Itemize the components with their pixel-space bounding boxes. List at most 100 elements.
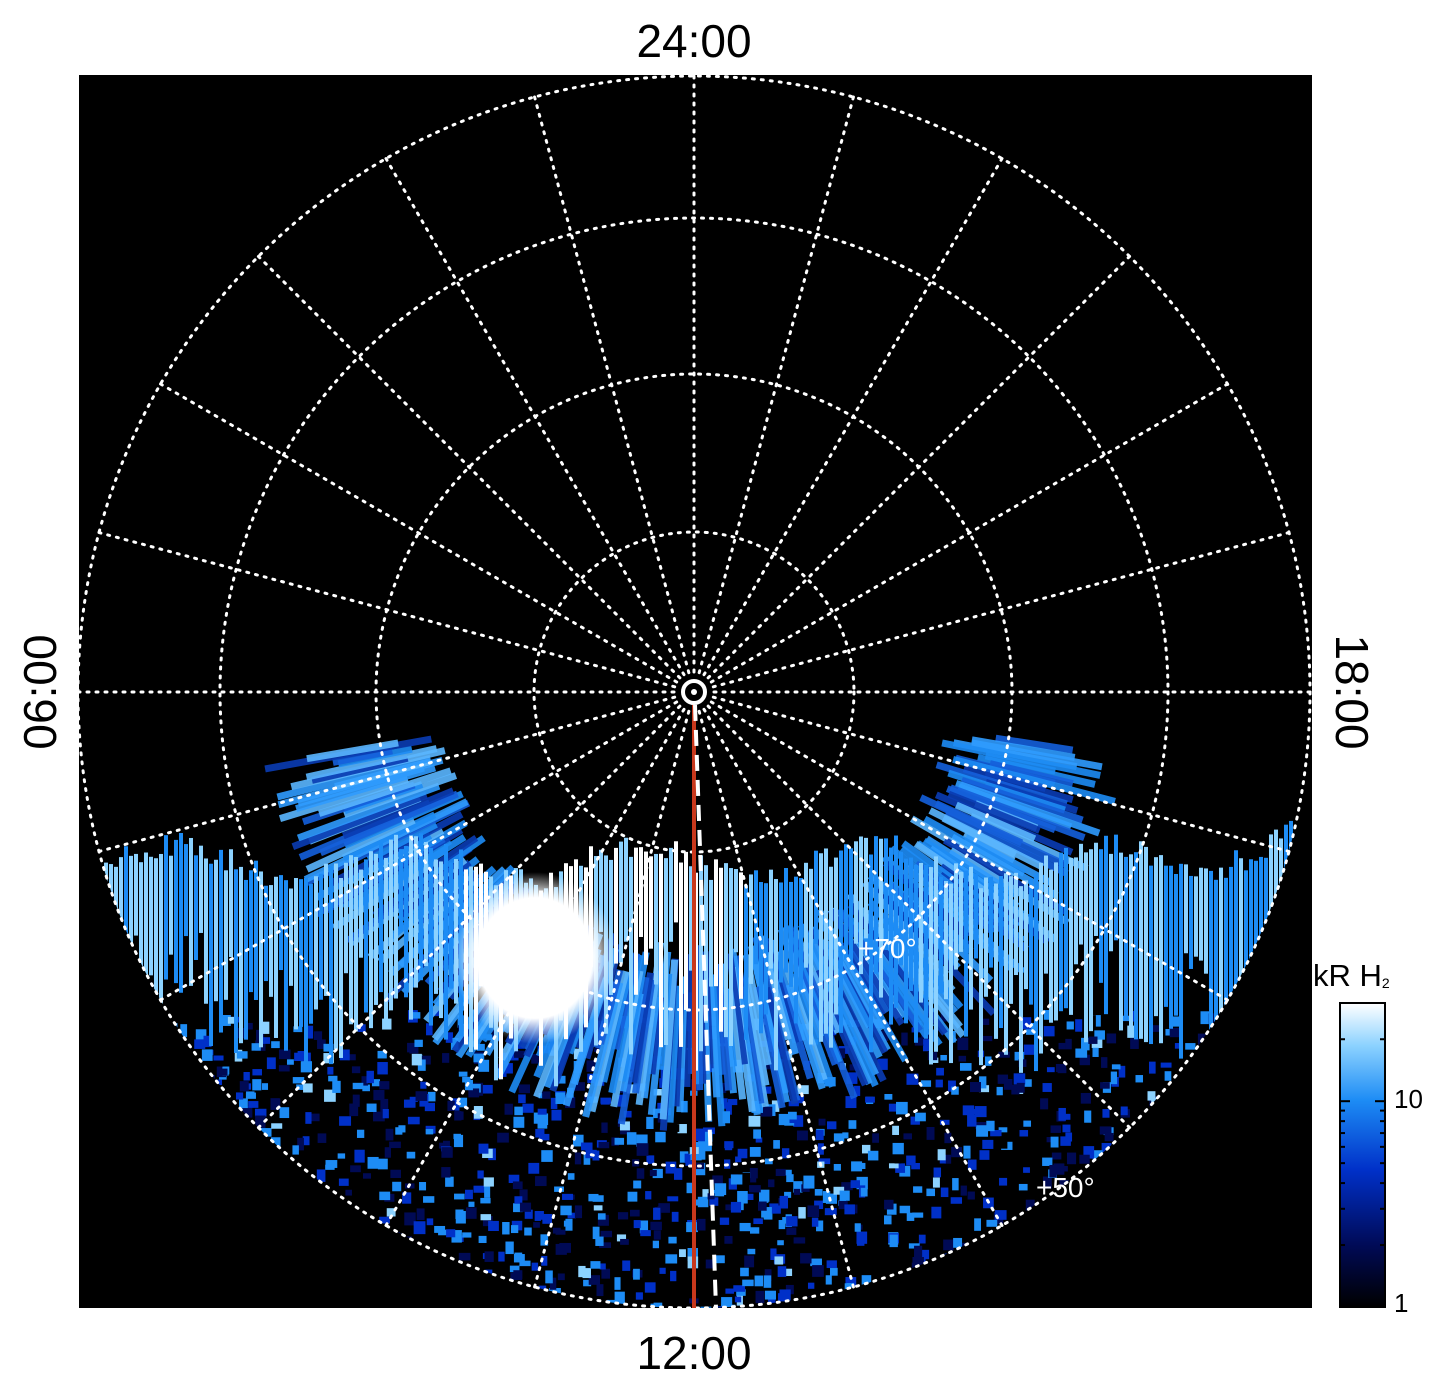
band-streak	[683, 954, 693, 1087]
noise-pixel	[239, 1081, 249, 1092]
noise-pixel	[614, 1277, 621, 1290]
noise-pixel	[856, 1176, 868, 1190]
noise-pixel	[412, 1012, 421, 1019]
noise-pixel	[509, 1265, 520, 1273]
noise-pixel	[588, 1275, 601, 1285]
bright-spot	[453, 872, 617, 1044]
vertical-streak	[1239, 858, 1243, 1025]
noise-pixel	[377, 1050, 387, 1059]
noise-pixel	[940, 1054, 947, 1061]
noise-pixel	[951, 1147, 962, 1158]
noise-pixel	[967, 1114, 977, 1127]
vertical-streak	[284, 880, 288, 1051]
noise-pixel	[387, 1095, 397, 1107]
noise-pixel	[906, 1212, 915, 1221]
noise-pixel	[309, 1113, 320, 1122]
noise-pixel	[1088, 1036, 1098, 1044]
noise-pixel	[423, 1196, 435, 1203]
vertical-streak	[959, 871, 963, 952]
noise-pixel	[653, 1088, 662, 1096]
vertical-streak	[274, 876, 278, 1038]
noise-pixel	[550, 1097, 558, 1109]
noise-pixel	[497, 1132, 509, 1143]
noise-pixel	[730, 1201, 742, 1213]
noise-pixel	[518, 1084, 531, 1094]
noise-pixel	[633, 1220, 641, 1229]
vertical-streak	[929, 867, 933, 1065]
noise-pixel	[358, 1024, 366, 1033]
noise-pixel	[796, 1130, 808, 1141]
vertical-streak	[649, 856, 653, 949]
noise-pixel	[380, 1098, 389, 1112]
noise-pixel	[317, 1039, 326, 1049]
noise-pixel	[958, 1223, 968, 1230]
noise-pixel	[325, 1164, 335, 1170]
noise-pixel	[323, 1043, 334, 1052]
noise-pixel	[861, 1144, 871, 1154]
vertical-streak	[1089, 849, 1093, 1032]
noise-pixel	[555, 1075, 566, 1084]
noise-pixel	[453, 1133, 461, 1140]
noise-pixel	[912, 1212, 924, 1218]
vertical-streak	[889, 847, 893, 1025]
vertical-streak	[804, 862, 808, 968]
noise-pixel	[627, 1084, 637, 1094]
noise-pixel	[345, 1189, 352, 1196]
vertical-streak	[329, 866, 333, 1065]
noise-pixel	[302, 1136, 310, 1146]
noise-pixel	[725, 1204, 733, 1211]
vertical-streak	[1124, 856, 1128, 1019]
noise-pixel	[510, 1225, 519, 1234]
noise-pixel	[379, 1081, 390, 1090]
noise-pixel	[395, 1127, 403, 1135]
noise-pixel	[733, 1285, 746, 1292]
noise-pixel	[768, 1179, 775, 1188]
noise-pixel	[969, 1082, 981, 1093]
noise-pixel	[1019, 1130, 1029, 1137]
vertical-streak	[409, 835, 413, 1020]
noise-pixel	[246, 1091, 255, 1098]
noise-pixel	[627, 1191, 638, 1202]
noise-pixel	[220, 1068, 228, 1076]
noise-pixel	[892, 1142, 904, 1155]
colorbar-tick-label-1: 1	[1394, 1288, 1409, 1318]
noise-pixel	[748, 1115, 761, 1127]
noise-pixel	[473, 1053, 485, 1063]
noise-pixel	[442, 1053, 450, 1063]
vertical-streak	[964, 870, 968, 1037]
local-time-meridian	[709, 382, 1229, 684]
noise-pixel	[255, 1115, 266, 1128]
noise-pixel	[850, 1180, 860, 1189]
vertical-streak	[859, 836, 863, 975]
vertical-streak	[244, 879, 248, 1040]
noise-pixel	[441, 1167, 451, 1178]
noise-pixel	[833, 1186, 845, 1195]
vertical-streak	[204, 858, 208, 1004]
noise-pixel	[462, 1076, 471, 1083]
vertical-streak	[824, 848, 828, 1034]
vertical-streak	[434, 859, 438, 994]
noise-pixel	[222, 1014, 231, 1026]
vertical-streak	[1179, 863, 1183, 1059]
local-time-meridian	[702, 707, 1004, 1227]
vertical-streak	[1099, 849, 1103, 983]
noise-pixel	[712, 1175, 723, 1184]
local-time-meridian	[697, 95, 855, 675]
noise-pixel	[1111, 1064, 1121, 1070]
vertical-streak	[664, 858, 668, 1046]
noise-pixel	[894, 1155, 902, 1164]
noise-pixel	[818, 1118, 826, 1126]
vertical-streak	[414, 836, 418, 988]
noise-pixel	[1075, 1048, 1088, 1058]
noise-pixel	[324, 1089, 336, 1102]
vertical-streak	[854, 841, 858, 944]
noise-pixel	[236, 1051, 248, 1059]
vertical-streak	[1054, 862, 1058, 1021]
noise-pixel	[884, 1215, 892, 1225]
noise-pixel	[468, 1088, 480, 1098]
noise-pixel	[279, 1107, 290, 1119]
noise-pixel	[906, 1073, 919, 1085]
noise-pixel	[465, 1309, 475, 1319]
noise-pixel	[779, 1289, 791, 1302]
noise-pixel	[906, 1155, 916, 1166]
